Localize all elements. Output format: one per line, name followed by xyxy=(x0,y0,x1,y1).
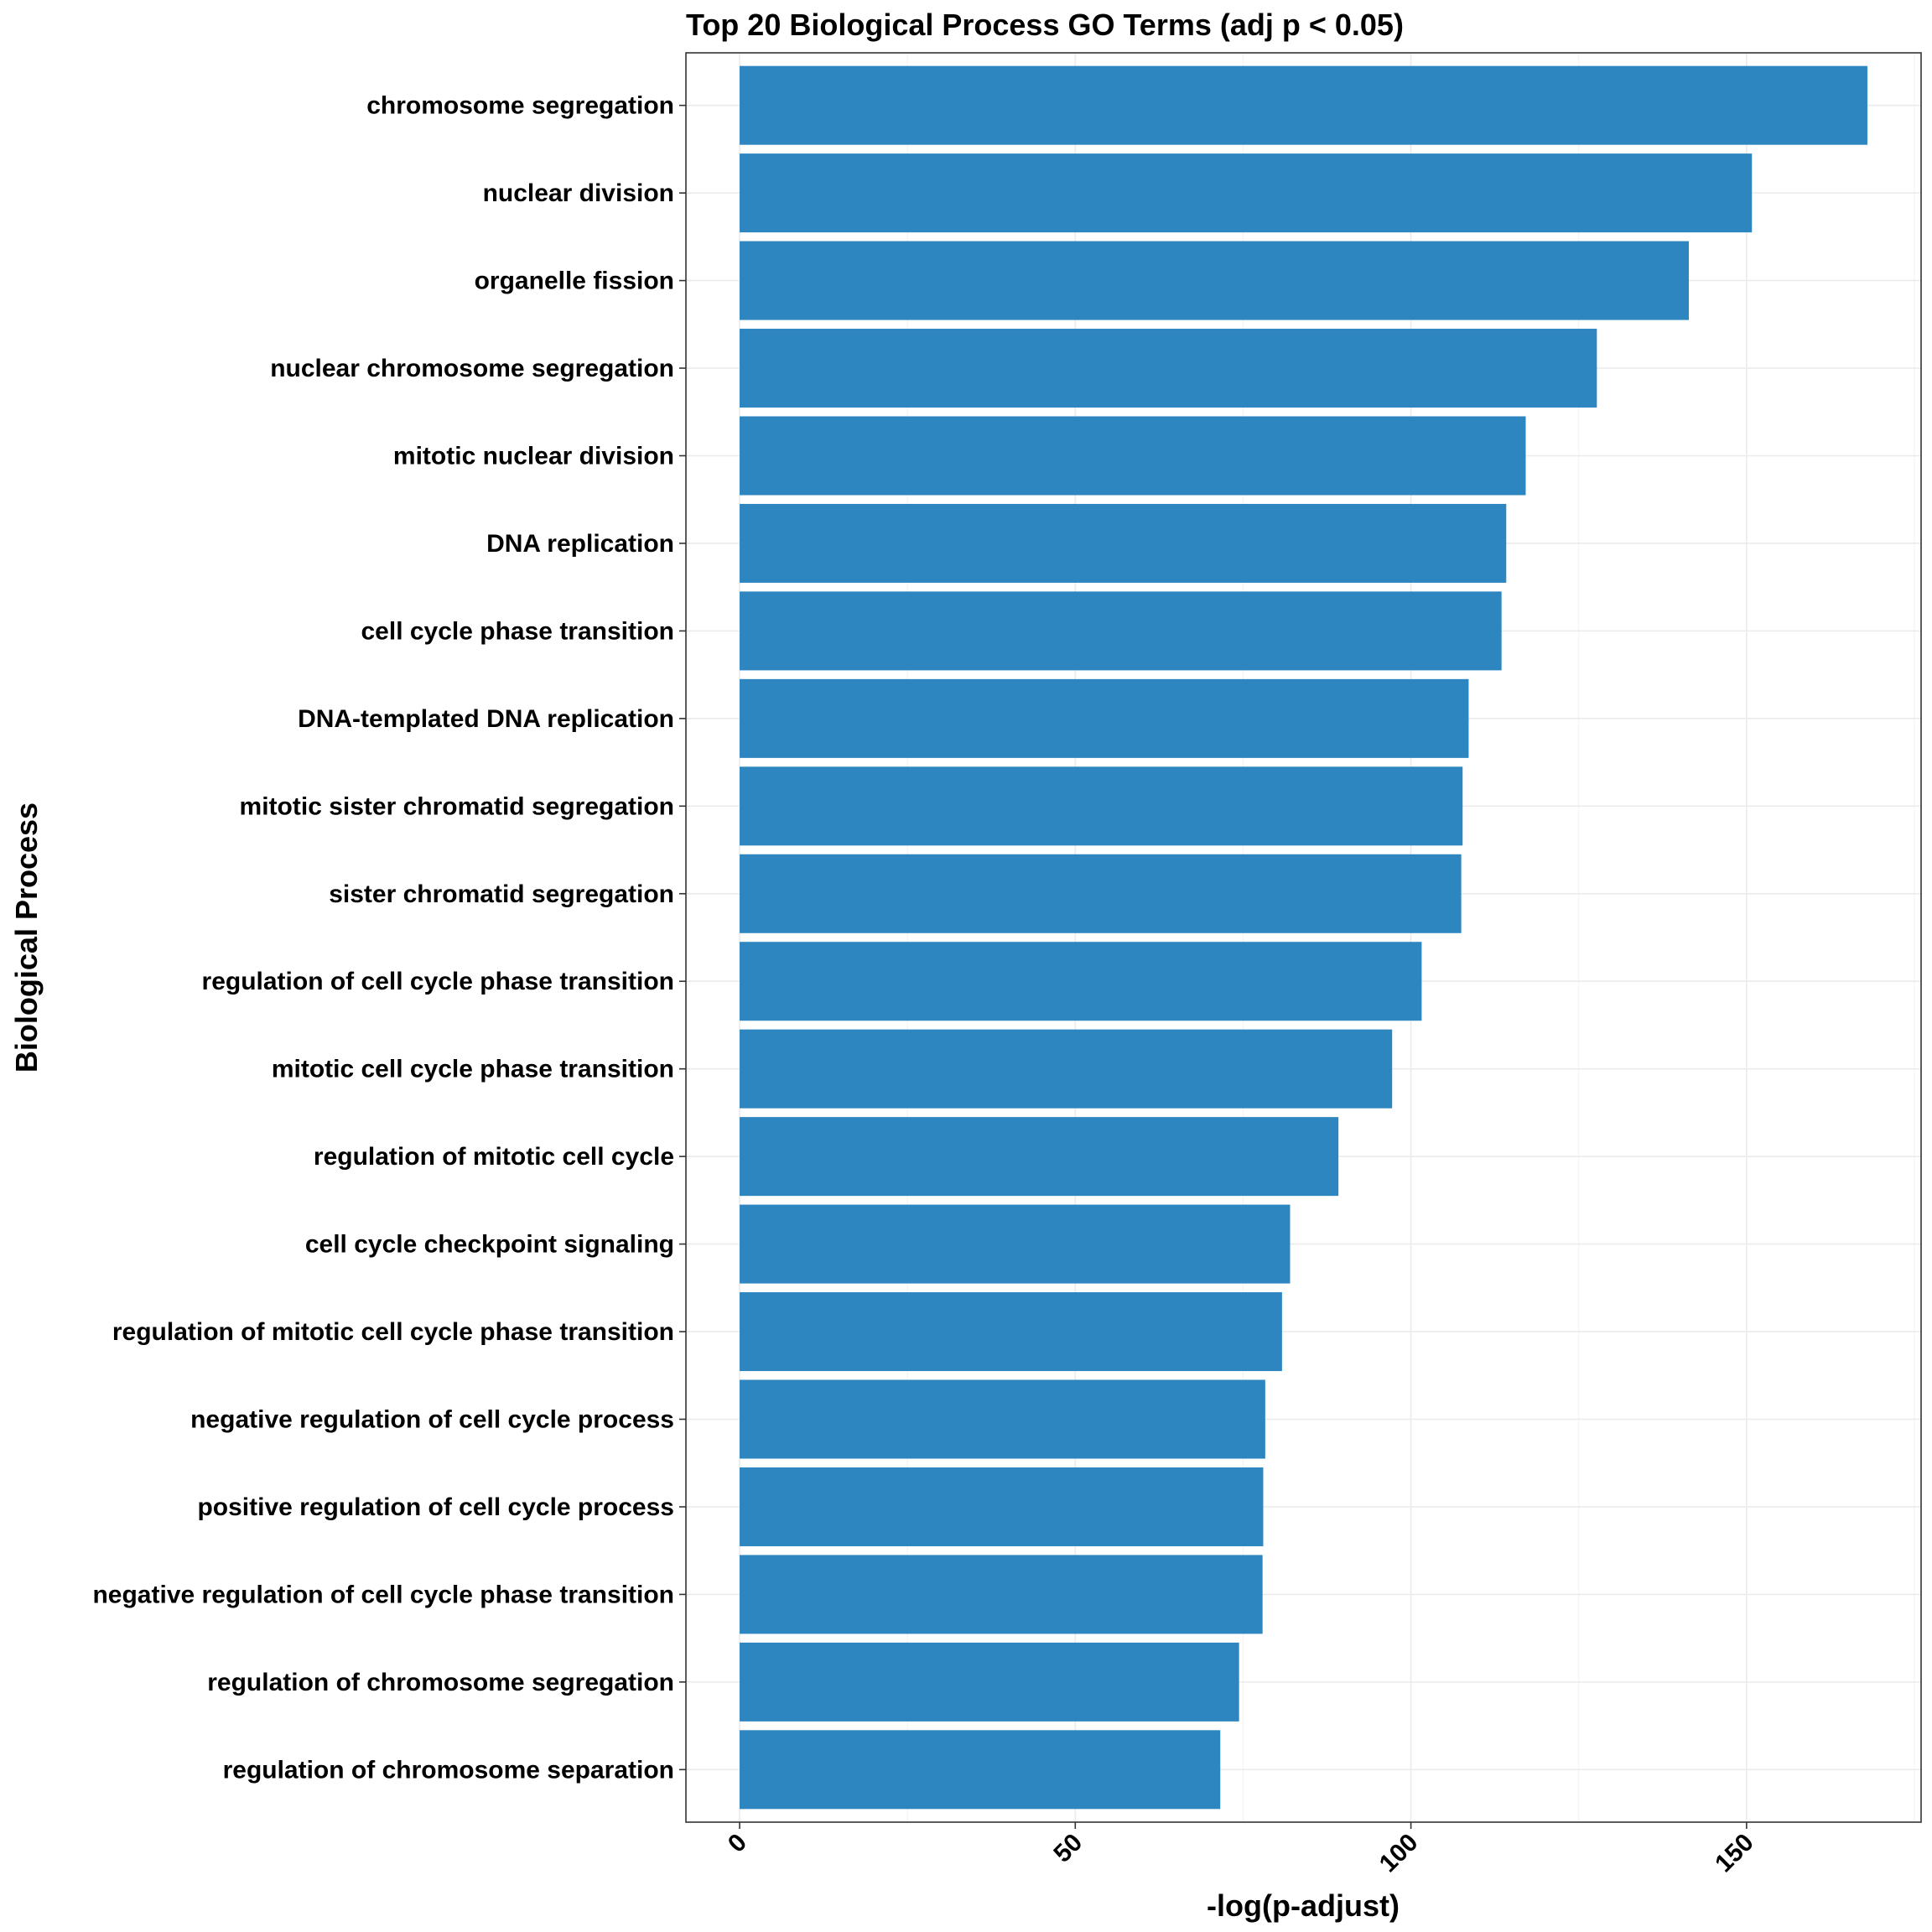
category-label: mitotic sister chromatid segregation xyxy=(240,792,674,820)
bar xyxy=(740,1117,1339,1197)
category-label: DNA replication xyxy=(486,530,674,558)
plot-panel-border xyxy=(685,52,1922,1823)
category-label: DNA-templated DNA replication xyxy=(298,705,674,733)
bar xyxy=(740,766,1463,846)
x-axis-label: -log(p-adjust) xyxy=(1207,1888,1400,1923)
x-tick-label: 150 xyxy=(1710,1829,1759,1878)
bar xyxy=(740,1379,1265,1459)
category-label: chromosome segregation xyxy=(366,92,674,120)
category-label: regulation of cell cycle phase transitio… xyxy=(202,968,674,995)
category-label: cell cycle checkpoint signaling xyxy=(305,1231,674,1259)
category-label: negative regulation of cell cycle proces… xyxy=(190,1406,674,1434)
category-label: regulation of mitotic cell cycle phase t… xyxy=(112,1318,674,1346)
bar xyxy=(740,854,1462,933)
bar xyxy=(740,1204,1291,1284)
bar xyxy=(740,503,1507,583)
bar xyxy=(740,1555,1263,1634)
bar xyxy=(740,65,1867,145)
category-label: regulation of chromosome segregation xyxy=(207,1669,674,1696)
bar xyxy=(740,678,1469,758)
bar xyxy=(740,416,1526,496)
bar xyxy=(740,1730,1221,1810)
category-label: mitotic cell cycle phase transition xyxy=(272,1056,674,1083)
category-label: organelle fission xyxy=(475,267,674,295)
bar xyxy=(740,1467,1264,1546)
x-tick-label: 50 xyxy=(1048,1829,1088,1868)
chart-title: Top 20 Biological Process GO Terms (adj … xyxy=(686,8,1404,42)
bar xyxy=(740,591,1502,671)
x-tick-label: 0 xyxy=(723,1829,752,1858)
bar xyxy=(740,942,1422,1021)
category-label: negative regulation of cell cycle phase … xyxy=(92,1581,674,1608)
y-tick-marks xyxy=(679,104,686,1771)
category-label: regulation of mitotic cell cycle xyxy=(314,1143,674,1171)
bar xyxy=(740,329,1597,408)
category-label: mitotic nuclear division xyxy=(393,442,674,470)
bar xyxy=(740,1292,1282,1372)
category-label: regulation of chromosome separation xyxy=(223,1756,674,1784)
x-tick-label: 100 xyxy=(1374,1829,1424,1878)
bar xyxy=(740,1642,1239,1722)
category-label: sister chromatid segregation xyxy=(329,880,674,908)
category-label: cell cycle phase transition xyxy=(361,617,675,645)
bar xyxy=(740,153,1753,233)
x-ticks: 0 50 100 150 xyxy=(723,1822,1759,1877)
bar xyxy=(740,1029,1393,1109)
category-label: positive regulation of cell cycle proces… xyxy=(197,1493,674,1521)
category-label: nuclear chromosome segregation xyxy=(270,355,674,382)
bar xyxy=(740,241,1690,320)
y-axis-label: Biological Process xyxy=(9,802,44,1072)
category-labels: chromosome segregation nuclear division or… xyxy=(92,92,674,1784)
bars xyxy=(740,65,1867,1810)
category-label: nuclear division xyxy=(483,179,674,207)
